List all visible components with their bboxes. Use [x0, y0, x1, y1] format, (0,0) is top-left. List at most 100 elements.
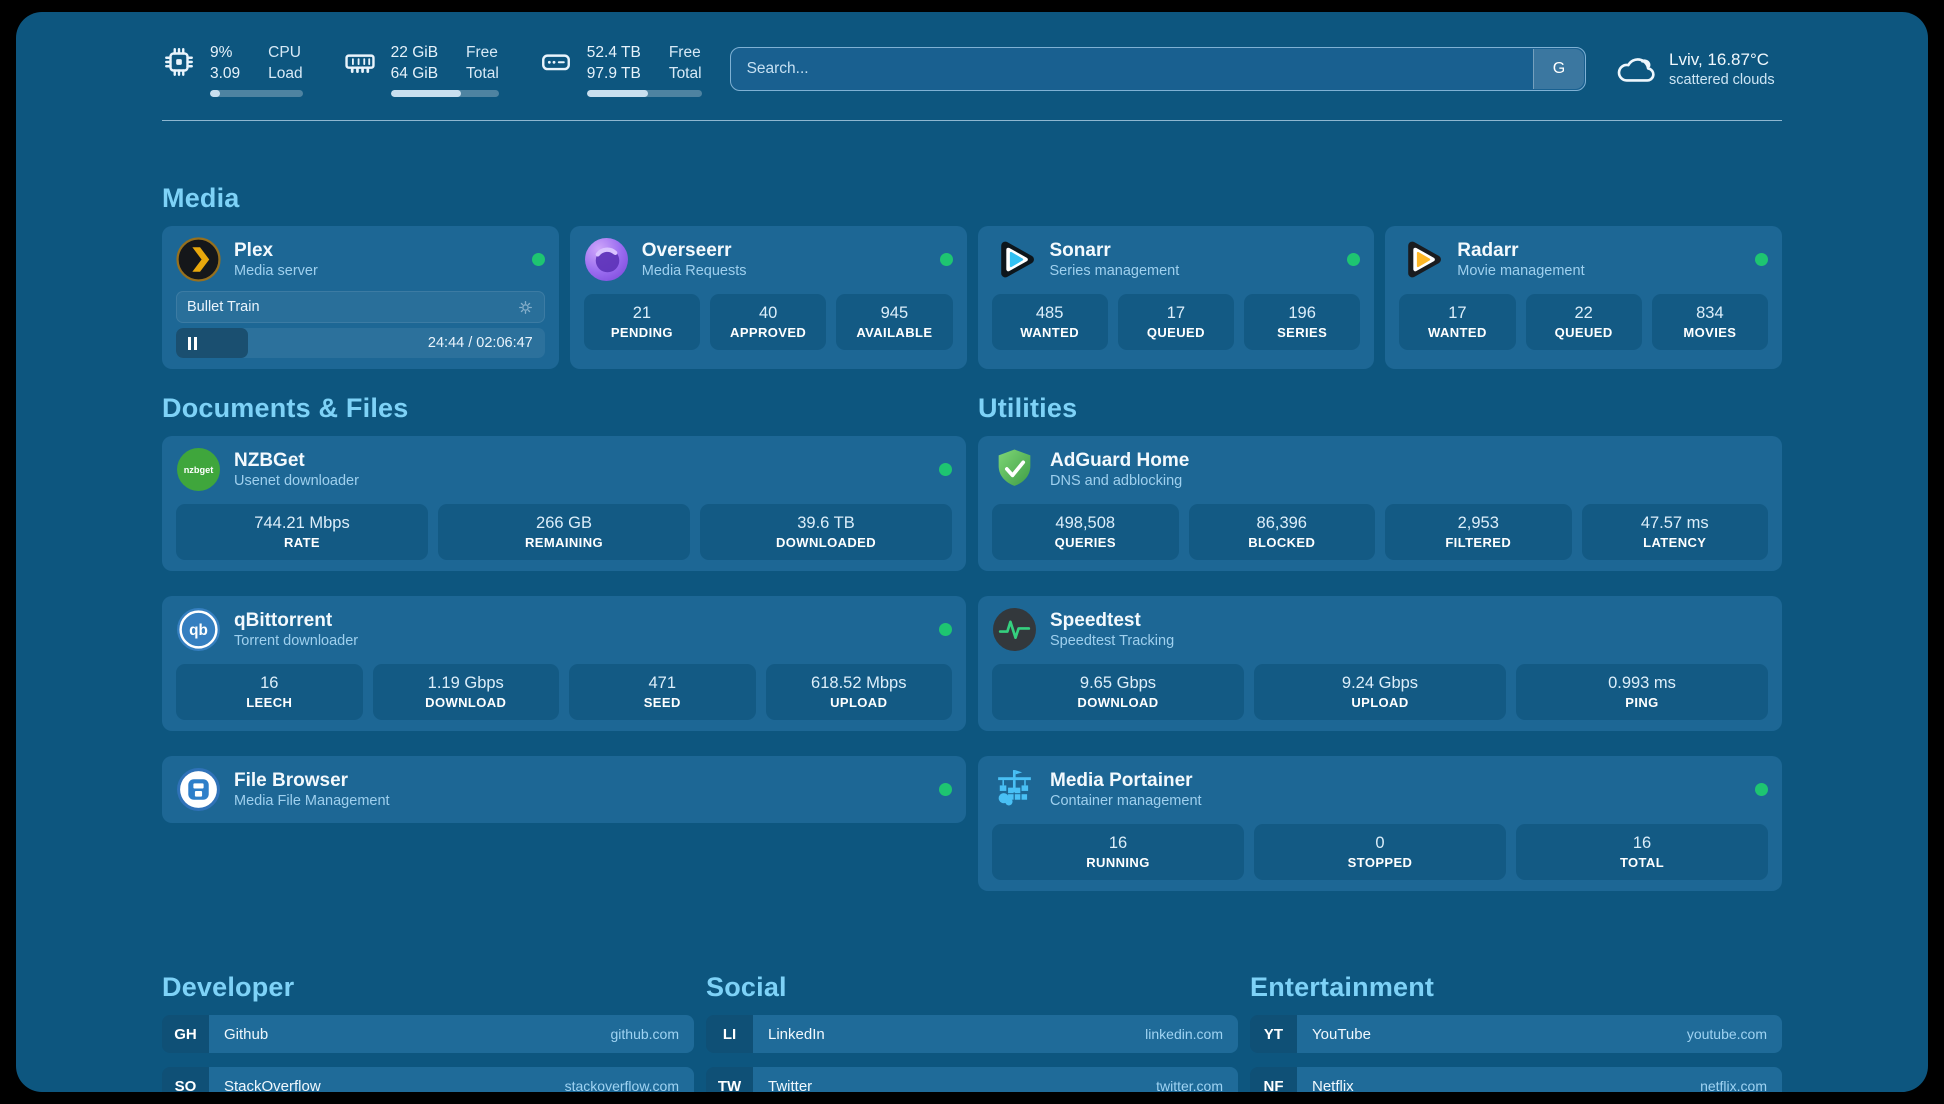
utilities-section: Utilities AdGuard Home: [978, 393, 1782, 916]
bookmark-name: YouTube: [1312, 1025, 1371, 1043]
adguard-name: AdGuard Home: [1050, 449, 1190, 471]
qbittorrent-app-link[interactable]: qb qBittorrent Torrent downloader: [176, 607, 952, 652]
sonarr-status-dot: [1347, 253, 1361, 266]
sonarr-stat-wanted: 485 WANTED: [991, 294, 1108, 350]
documents-section-title: Documents & Files: [162, 393, 409, 423]
search-input[interactable]: [729, 47, 1586, 91]
overseerr-stat-approved: 40 APPROVED: [710, 294, 827, 350]
weather-widget: Lviv, 16.87°C scattered clouds: [1614, 48, 1782, 90]
qbittorrent-stat-leech: 16 LEECH: [176, 664, 363, 720]
speedtest-name: Speedtest: [1050, 609, 1141, 631]
overseerr-stat-available: 945 AVAILABLE: [836, 294, 953, 350]
overseerr-app-link[interactable]: Overseerr Media Requests: [584, 237, 953, 282]
bookmark-linkedin[interactable]: LI LinkedIn linkedin.com: [706, 1015, 1238, 1053]
portainer-stat-running: 16 RUNNING: [992, 824, 1244, 880]
nzbget-name: NZBGet: [234, 449, 305, 471]
svg-text:nzbget: nzbget: [184, 465, 214, 475]
plex-description: Media server: [234, 262, 318, 279]
cpu-load-label: Load: [268, 64, 303, 82]
filebrowser-description: Media File Management: [234, 792, 390, 809]
developer-bookmarks: Developer GH Github github.com SO StackO…: [162, 972, 694, 1092]
qbittorrent-stat-upload: 618.52 Mbps UPLOAD: [765, 664, 952, 720]
radarr-icon: [1399, 237, 1444, 282]
radarr-description: Movie management: [1457, 262, 1585, 279]
speedtest-description: Speedtest Tracking: [1050, 632, 1175, 649]
pause-icon[interactable]: [188, 336, 197, 350]
bookmark-host: stackoverflow.com: [564, 1078, 679, 1092]
qbittorrent-card: qb qBittorrent Torrent downloader 16 LEEC…: [162, 596, 966, 731]
overseerr-description: Media Requests: [641, 262, 747, 279]
bookmark-youtube[interactable]: YT YouTube youtube.com: [1250, 1015, 1782, 1053]
disk-total-value: 97.9 TB: [586, 64, 641, 82]
bookmark-host: netflix.com: [1700, 1078, 1767, 1092]
dashboard-panel: 9% 3.09 CPU Load: [16, 12, 1928, 1092]
radarr-app-link[interactable]: Radarr Movie management: [1399, 237, 1768, 282]
bookmark-abbr: SO: [162, 1067, 209, 1092]
bookmark-host: linkedin.com: [1145, 1026, 1223, 1042]
bookmark-abbr: GH: [162, 1015, 209, 1053]
sonarr-name: Sonarr: [1049, 239, 1111, 261]
qbittorrent-icon: qb: [176, 607, 221, 652]
weather-condition: scattered clouds: [1669, 71, 1775, 88]
speedtest-stat-upload: 9.24 Gbps UPLOAD: [1254, 664, 1506, 720]
bookmark-host: twitter.com: [1156, 1078, 1223, 1092]
disk-icon: [541, 53, 570, 70]
bookmark-name: StackOverflow: [224, 1077, 321, 1093]
session-settings-button[interactable]: [517, 299, 534, 316]
portainer-description: Container management: [1050, 792, 1202, 809]
plex-card: Plex Media server Bullet Train: [162, 226, 559, 369]
disk-free-label: Free: [668, 43, 701, 61]
plex-app-link[interactable]: Plex Media server: [176, 237, 545, 282]
qbittorrent-status-dot: [939, 623, 952, 636]
sonarr-icon: [992, 237, 1037, 282]
developer-section-title: Developer: [162, 972, 295, 1002]
bookmark-twitter[interactable]: TW Twitter twitter.com: [706, 1067, 1238, 1092]
social-section-title: Social: [706, 972, 787, 1002]
search-bar: G: [729, 47, 1586, 91]
speedtest-app-link[interactable]: Speedtest Speedtest Tracking: [992, 607, 1768, 652]
memory-free-label: Free: [466, 43, 498, 61]
nzbget-stat-downloaded: 39.6 TB DOWNLOADED: [700, 504, 952, 560]
disk-progress-bar: [586, 89, 702, 97]
cpu-usage-label: CPU: [268, 43, 301, 61]
cpu-load-value: 3.09: [210, 64, 241, 82]
cpu-stat: 9% 3.09 CPU Load: [162, 42, 303, 97]
bookmark-abbr: LI: [706, 1015, 753, 1053]
sonarr-card: Sonarr Series management 485 WANTED 17 QUE…: [977, 226, 1375, 369]
memory-icon: [344, 53, 375, 73]
bookmark-abbr: NF: [1250, 1067, 1297, 1092]
memory-stat: 22 GiB 64 GiB Free Total: [343, 42, 499, 97]
sonarr-stat-queued: 17 QUEUED: [1117, 294, 1234, 350]
overseerr-stat-pending: 21 PENDING: [583, 294, 700, 350]
entertainment-section-title: Entertainment: [1250, 972, 1435, 1002]
portainer-card: Media Portainer Container management 16 R…: [978, 756, 1782, 891]
portainer-icon: [992, 767, 1037, 812]
filebrowser-name: File Browser: [234, 769, 349, 791]
entertainment-bookmarks: Entertainment YT YouTube youtube.com NF …: [1250, 972, 1782, 1092]
overseerr-icon: [584, 237, 629, 282]
svg-text:qb: qb: [189, 622, 208, 639]
bookmark-stackoverflow[interactable]: SO StackOverflow stackoverflow.com: [162, 1067, 694, 1092]
overseerr-name: Overseerr: [641, 239, 732, 261]
search-engine-button[interactable]: G: [1533, 49, 1584, 89]
media-section-title: Media: [162, 183, 240, 213]
adguard-stat-blocked: 86,396 BLOCKED: [1188, 504, 1375, 560]
bookmark-netflix[interactable]: NF Netflix netflix.com: [1250, 1067, 1782, 1092]
system-stats: 9% 3.09 CPU Load: [162, 42, 702, 97]
memory-total-value: 64 GiB: [390, 64, 439, 82]
utilities-section-title: Utilities: [978, 393, 1078, 423]
portainer-app-link[interactable]: Media Portainer Container management: [992, 767, 1768, 812]
cloud-icon: [1617, 58, 1655, 82]
portainer-stat-total: 16 TOTAL: [1516, 824, 1768, 880]
plex-status-dot: [531, 253, 545, 266]
sonarr-app-link[interactable]: Sonarr Series management: [992, 237, 1361, 282]
filebrowser-app-link[interactable]: File Browser Media File Management: [176, 767, 952, 812]
adguard-app-link[interactable]: AdGuard Home DNS and adblocking: [992, 447, 1768, 492]
sonarr-stat-series: 196 SERIES: [1244, 294, 1361, 350]
bookmark-github[interactable]: GH Github github.com: [162, 1015, 694, 1053]
nzbget-app-link[interactable]: nzbget NZBGet Usenet downloader: [176, 447, 952, 492]
overseerr-card: Overseerr Media Requests 21 PENDING 40 APP…: [569, 226, 967, 369]
cpu-usage-value: 9%: [210, 43, 233, 61]
social-bookmarks: Social LI LinkedIn linkedin.com TW Twitt…: [706, 972, 1238, 1092]
radarr-stat-movies: 834 MOVIES: [1651, 294, 1768, 350]
